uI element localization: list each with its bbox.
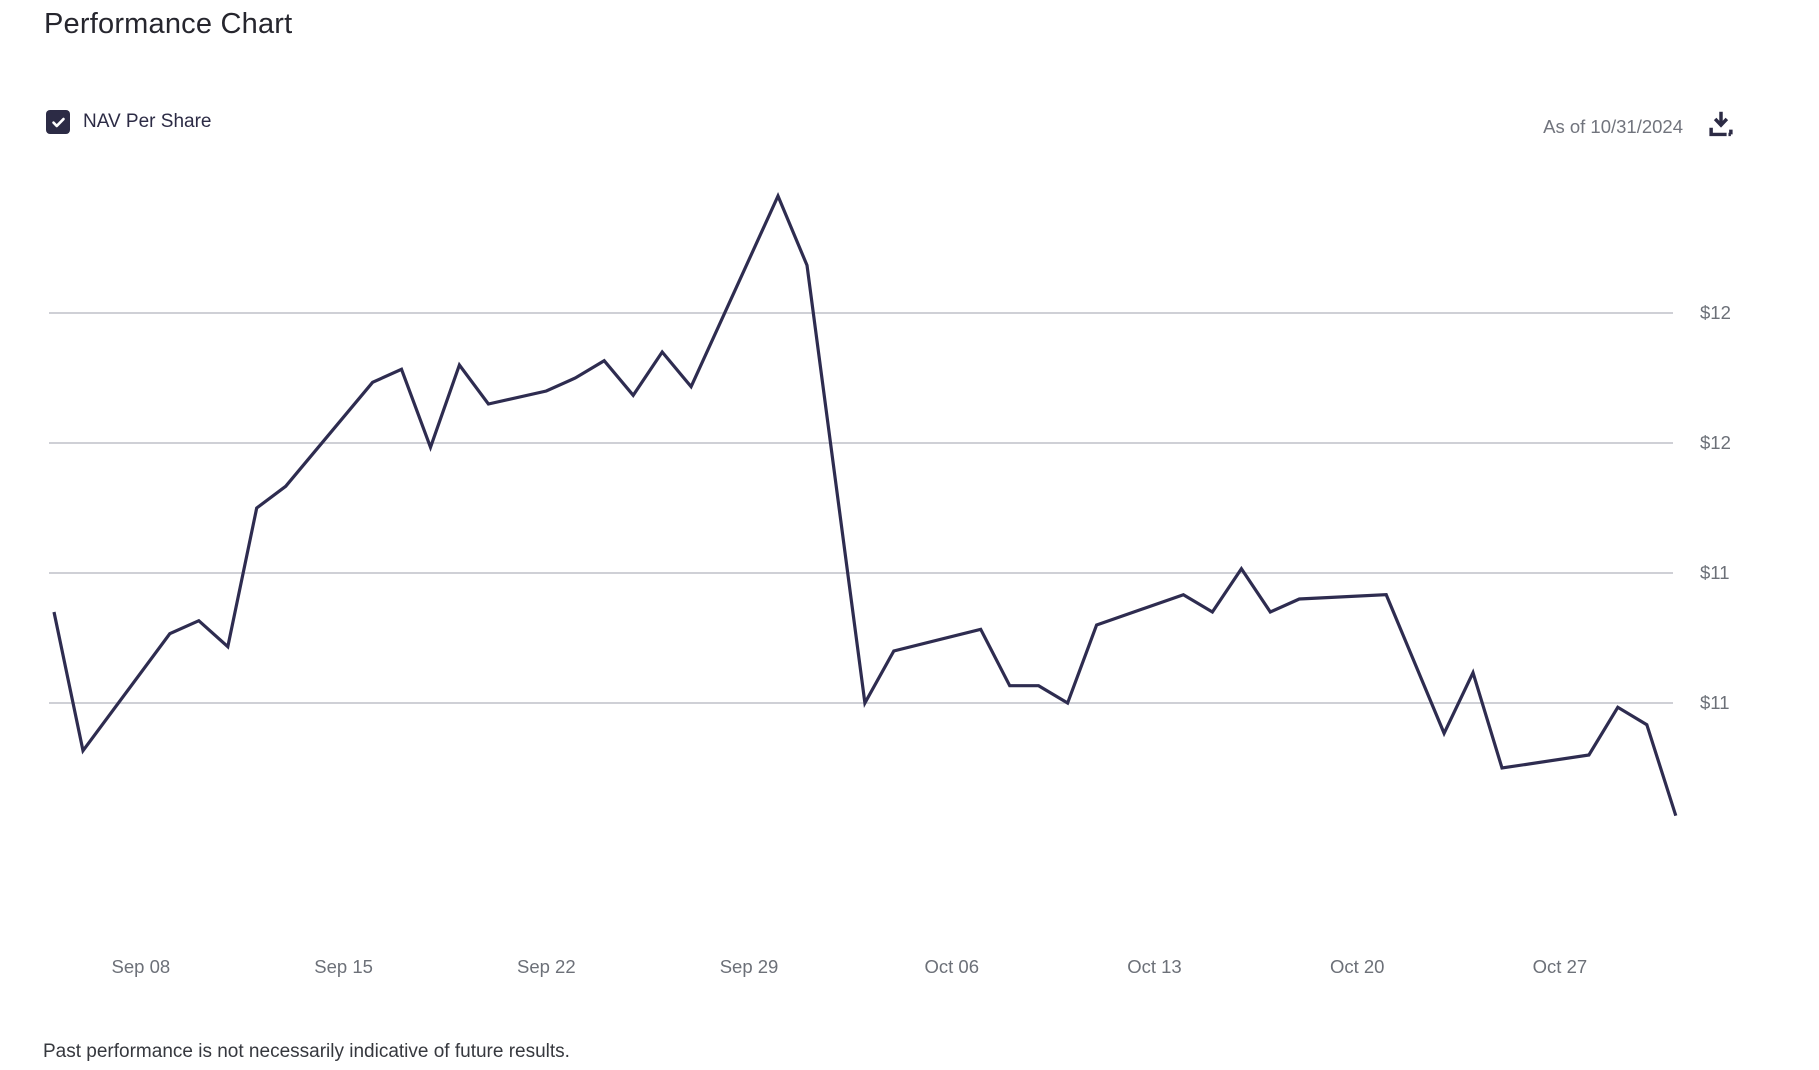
as-of-date: As of 10/31/2024	[1543, 116, 1683, 137]
nav-per-share-checkbox[interactable]	[46, 110, 70, 134]
legend-label: NAV Per Share	[83, 111, 212, 132]
nav-line-series	[52, 192, 1678, 817]
y-axis-tick: $11	[1700, 561, 1730, 583]
y-axis-tick: $12	[1700, 431, 1731, 453]
check-icon	[51, 115, 66, 130]
x-axis-tick: Oct 20	[1329, 956, 1385, 977]
x-axis-tick: Oct 13	[1127, 956, 1182, 977]
page-title: Performance Chart	[44, 8, 293, 40]
gridlines	[49, 312, 1673, 704]
x-axis-tick: Oct 27	[1532, 956, 1588, 977]
disclaimer-text: Past performance is not necessarily indi…	[43, 1041, 570, 1062]
x-axis-tick: Sep 15	[314, 956, 373, 977]
x-axis-tick: Sep 08	[111, 956, 171, 977]
x-axis-tick: Sep 22	[516, 956, 576, 977]
y-axis-tick: $11	[1700, 691, 1730, 713]
y-axis-tick: $12	[1700, 302, 1731, 323]
download-icon	[1705, 107, 1737, 143]
x-axis-tick: Oct 06	[924, 956, 980, 977]
download-button[interactable]	[1700, 104, 1742, 146]
x-axis-tick: Sep 29	[719, 956, 779, 977]
nav-per-share-legend[interactable]: NAV Per Share	[46, 110, 211, 134]
